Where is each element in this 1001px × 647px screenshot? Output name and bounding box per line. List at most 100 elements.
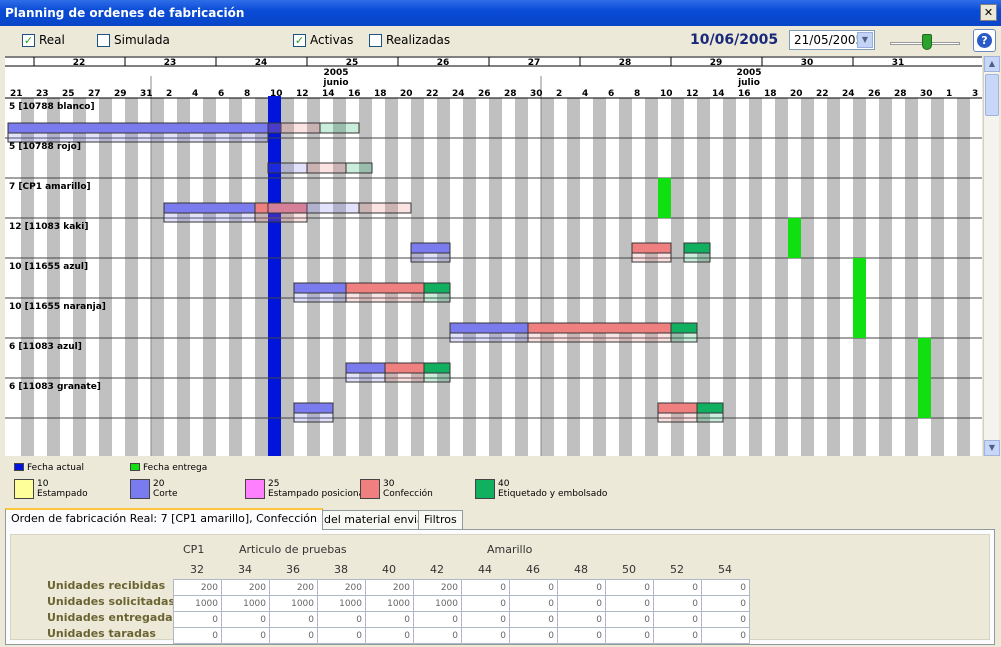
- close-button[interactable]: ✕: [980, 4, 997, 21]
- task-bar-planned[interactable]: [423, 292, 451, 303]
- task-bar[interactable]: [306, 162, 347, 174]
- table-cell[interactable]: 0: [461, 611, 510, 628]
- table-cell[interactable]: 0: [509, 579, 558, 596]
- table-cell[interactable]: 0: [653, 595, 702, 612]
- task-bar-planned[interactable]: [293, 412, 334, 423]
- table-cell[interactable]: 0: [365, 611, 414, 628]
- delivery-date-marker[interactable]: [853, 298, 866, 338]
- table-cell[interactable]: 0: [557, 611, 606, 628]
- task-bar[interactable]: [345, 362, 386, 374]
- table-cell[interactable]: 1000: [269, 595, 318, 612]
- table-cell[interactable]: 0: [701, 611, 750, 628]
- table-cell[interactable]: 200: [365, 579, 414, 596]
- table-cell[interactable]: 0: [557, 579, 606, 596]
- table-cell[interactable]: 200: [221, 579, 270, 596]
- table-cell[interactable]: 1000: [221, 595, 270, 612]
- task-bar[interactable]: [358, 202, 412, 214]
- task-bar-planned[interactable]: [683, 252, 711, 263]
- table-cell[interactable]: 0: [653, 579, 702, 596]
- table-cell[interactable]: 0: [605, 595, 654, 612]
- table-cell[interactable]: 0: [221, 611, 270, 628]
- real-checkbox-box[interactable]: ✓: [22, 33, 35, 47]
- activas-checkbox-box[interactable]: ✓: [293, 33, 306, 47]
- delivery-date-marker[interactable]: [853, 258, 866, 298]
- task-bar-planned[interactable]: [163, 212, 256, 223]
- task-bar[interactable]: [345, 162, 373, 174]
- table-cell[interactable]: 0: [605, 627, 654, 644]
- zoom-slider-thumb[interactable]: [922, 34, 932, 50]
- scroll-down-button[interactable]: ▼: [984, 440, 1000, 456]
- table-cell[interactable]: 0: [605, 579, 654, 596]
- task-bar[interactable]: [696, 402, 724, 414]
- task-bar-planned[interactable]: [345, 372, 386, 383]
- realizadas-checkbox[interactable]: Realizadas: [369, 32, 450, 48]
- table-cell[interactable]: 0: [269, 611, 318, 628]
- table-cell[interactable]: 0: [653, 611, 702, 628]
- delivery-date-marker[interactable]: [658, 178, 671, 218]
- table-cell[interactable]: 0: [221, 627, 270, 644]
- task-bar[interactable]: [293, 282, 347, 294]
- table-cell[interactable]: 0: [509, 611, 558, 628]
- table-cell[interactable]: 1000: [317, 595, 366, 612]
- tab-filtros[interactable]: Filtros: [418, 510, 463, 529]
- task-bar-planned[interactable]: [254, 212, 308, 223]
- table-cell[interactable]: 0: [701, 579, 750, 596]
- task-bar[interactable]: [410, 242, 451, 254]
- task-bar-planned[interactable]: [527, 332, 672, 343]
- table-cell[interactable]: 0: [269, 627, 318, 644]
- table-cell[interactable]: 0: [653, 627, 702, 644]
- zoom-slider[interactable]: [890, 34, 960, 50]
- task-bar-planned[interactable]: [449, 332, 529, 343]
- task-bar-planned[interactable]: [657, 412, 698, 423]
- real-checkbox[interactable]: ✓ Real: [22, 32, 65, 48]
- task-bar[interactable]: [267, 162, 308, 174]
- task-bar-planned[interactable]: [631, 252, 672, 263]
- delivery-date-marker[interactable]: [918, 338, 931, 378]
- task-bar[interactable]: [683, 242, 711, 254]
- table-cell[interactable]: 200: [413, 579, 462, 596]
- table-cell[interactable]: 0: [317, 611, 366, 628]
- realizadas-checkbox-box[interactable]: [369, 33, 382, 47]
- task-bar[interactable]: [527, 322, 672, 334]
- table-cell[interactable]: 0: [173, 611, 222, 628]
- task-bar-planned[interactable]: [670, 332, 698, 343]
- task-bar[interactable]: [631, 242, 672, 254]
- table-cell[interactable]: 0: [509, 595, 558, 612]
- table-cell[interactable]: 1000: [173, 595, 222, 612]
- simulada-checkbox-box[interactable]: [97, 33, 110, 47]
- task-bar[interactable]: [670, 322, 698, 334]
- task-bar-planned[interactable]: [7, 132, 269, 143]
- task-bar[interactable]: [267, 122, 321, 134]
- activas-checkbox[interactable]: ✓ Activas: [293, 32, 353, 48]
- simulada-checkbox[interactable]: Simulada: [97, 32, 170, 48]
- table-cell[interactable]: 0: [557, 627, 606, 644]
- table-cell[interactable]: 1000: [413, 595, 462, 612]
- delivery-date-marker[interactable]: [788, 218, 801, 258]
- table-cell[interactable]: 0: [365, 627, 414, 644]
- table-cell[interactable]: 200: [269, 579, 318, 596]
- table-cell[interactable]: 200: [317, 579, 366, 596]
- task-bar[interactable]: [267, 202, 360, 214]
- table-cell[interactable]: 0: [701, 595, 750, 612]
- task-bar[interactable]: [293, 402, 334, 414]
- task-bar[interactable]: [423, 282, 451, 294]
- table-cell[interactable]: 0: [461, 579, 510, 596]
- table-cell[interactable]: 0: [413, 627, 462, 644]
- table-cell[interactable]: 0: [701, 627, 750, 644]
- table-cell[interactable]: 1000: [365, 595, 414, 612]
- task-bar[interactable]: [7, 122, 269, 134]
- table-cell[interactable]: 0: [557, 595, 606, 612]
- vertical-scrollbar[interactable]: ▲ ▼: [983, 56, 1000, 456]
- task-bar[interactable]: [345, 282, 425, 294]
- table-cell[interactable]: 0: [461, 627, 510, 644]
- task-bar[interactable]: [319, 122, 360, 134]
- delivery-date-marker[interactable]: [918, 378, 931, 418]
- scroll-thumb[interactable]: [985, 74, 999, 116]
- date-select[interactable]: 21/05/2005 ▼: [789, 30, 875, 50]
- table-cell[interactable]: 0: [509, 627, 558, 644]
- task-bar-planned[interactable]: [384, 372, 425, 383]
- task-bar-planned[interactable]: [410, 252, 451, 263]
- tab-orden-fabricacion[interactable]: Orden de fabricación Real: 7 [CP1 amaril…: [5, 508, 324, 530]
- task-bar-planned[interactable]: [696, 412, 724, 423]
- tab-saldo-material[interactable]: Saldo del material enviado: [284, 510, 444, 529]
